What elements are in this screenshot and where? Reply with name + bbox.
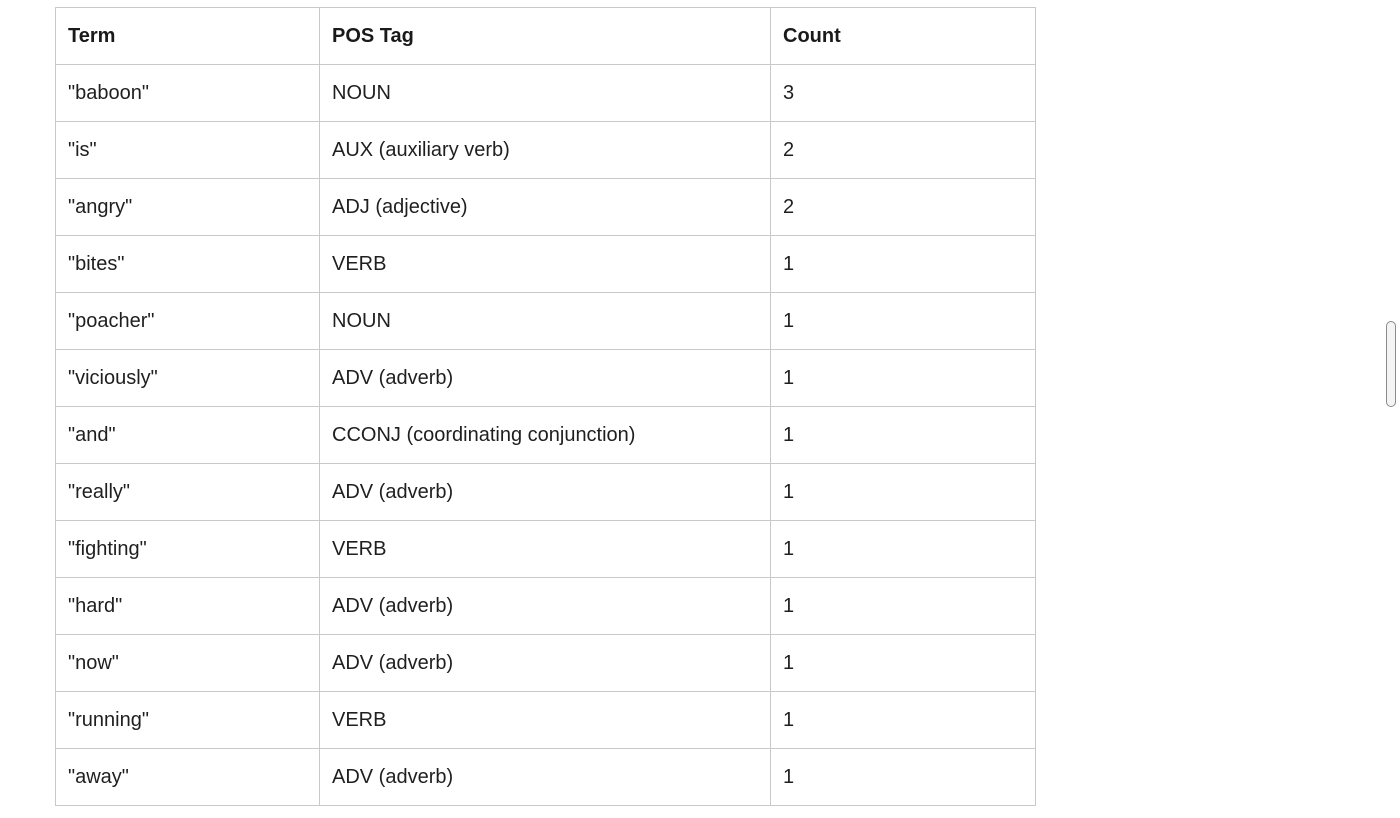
cell-pos-tag: ADV (adverb) [319,748,771,806]
cell-count: 2 [770,121,1036,179]
cell-pos-tag: ADJ (adjective) [319,178,771,236]
cell-pos-tag: ADV (adverb) [319,463,771,521]
cell-count: 1 [770,463,1036,521]
cell-term: "bites" [55,235,320,293]
cell-pos-tag: ADV (adverb) [319,634,771,692]
cell-pos-tag: ADV (adverb) [319,577,771,635]
cell-term: "now" [55,634,320,692]
cell-term: "baboon" [55,64,320,122]
table-row: "fighting" VERB 1 [55,520,1036,578]
cell-pos-tag: VERB [319,520,771,578]
vertical-scrollbar-thumb[interactable] [1386,321,1396,407]
cell-count: 1 [770,748,1036,806]
header-pos-tag: POS Tag [319,7,771,65]
table-row: "running" VERB 1 [55,691,1036,749]
cell-pos-tag: AUX (auxiliary verb) [319,121,771,179]
cell-count: 1 [770,406,1036,464]
cell-term: "angry" [55,178,320,236]
cell-count: 1 [770,634,1036,692]
cell-count: 3 [770,64,1036,122]
header-count: Count [770,7,1036,65]
cell-count: 2 [770,178,1036,236]
cell-pos-tag: VERB [319,691,771,749]
cell-pos-tag: VERB [319,235,771,293]
table-row: "angry" ADJ (adjective) 2 [55,178,1036,236]
cell-pos-tag: ADV (adverb) [319,349,771,407]
cell-pos-tag: NOUN [319,292,771,350]
table-row: "away" ADV (adverb) 1 [55,748,1036,806]
table-header: Term POS Tag Count [55,7,1036,65]
table-row: "bites" VERB 1 [55,235,1036,293]
cell-count: 1 [770,691,1036,749]
table-row: "viciously" ADV (adverb) 1 [55,349,1036,407]
header-row: Term POS Tag Count [55,7,1036,65]
table-row: "and" CCONJ (coordinating conjunction) 1 [55,406,1036,464]
table-row: "hard" ADV (adverb) 1 [55,577,1036,635]
header-term: Term [55,7,320,65]
cell-term: "hard" [55,577,320,635]
cell-count: 1 [770,520,1036,578]
cell-pos-tag: NOUN [319,64,771,122]
cell-count: 1 [770,577,1036,635]
cell-term: "fighting" [55,520,320,578]
cell-pos-tag: CCONJ (coordinating conjunction) [319,406,771,464]
cell-term: "away" [55,748,320,806]
cell-count: 1 [770,349,1036,407]
table-body: "baboon" NOUN 3 "is" AUX (auxiliary verb) 2 "a… [55,64,1036,806]
table-row: "is" AUX (auxiliary verb) 2 [55,121,1036,179]
cell-term: "really" [55,463,320,521]
table-row: "now" ADV (adverb) 1 [55,634,1036,692]
cell-term: "is" [55,121,320,179]
table-row: "poacher" NOUN 1 [55,292,1036,350]
cell-term: "and" [55,406,320,464]
pos-tag-table: Term POS Tag Count "baboon" NOUN 3 "is" AUX … [55,7,1036,806]
table-row: "really" ADV (adverb) 1 [55,463,1036,521]
cell-term: "running" [55,691,320,749]
cell-count: 1 [770,292,1036,350]
cell-term: "poacher" [55,292,320,350]
cell-term: "viciously" [55,349,320,407]
cell-count: 1 [770,235,1036,293]
table-row: "baboon" NOUN 3 [55,64,1036,122]
